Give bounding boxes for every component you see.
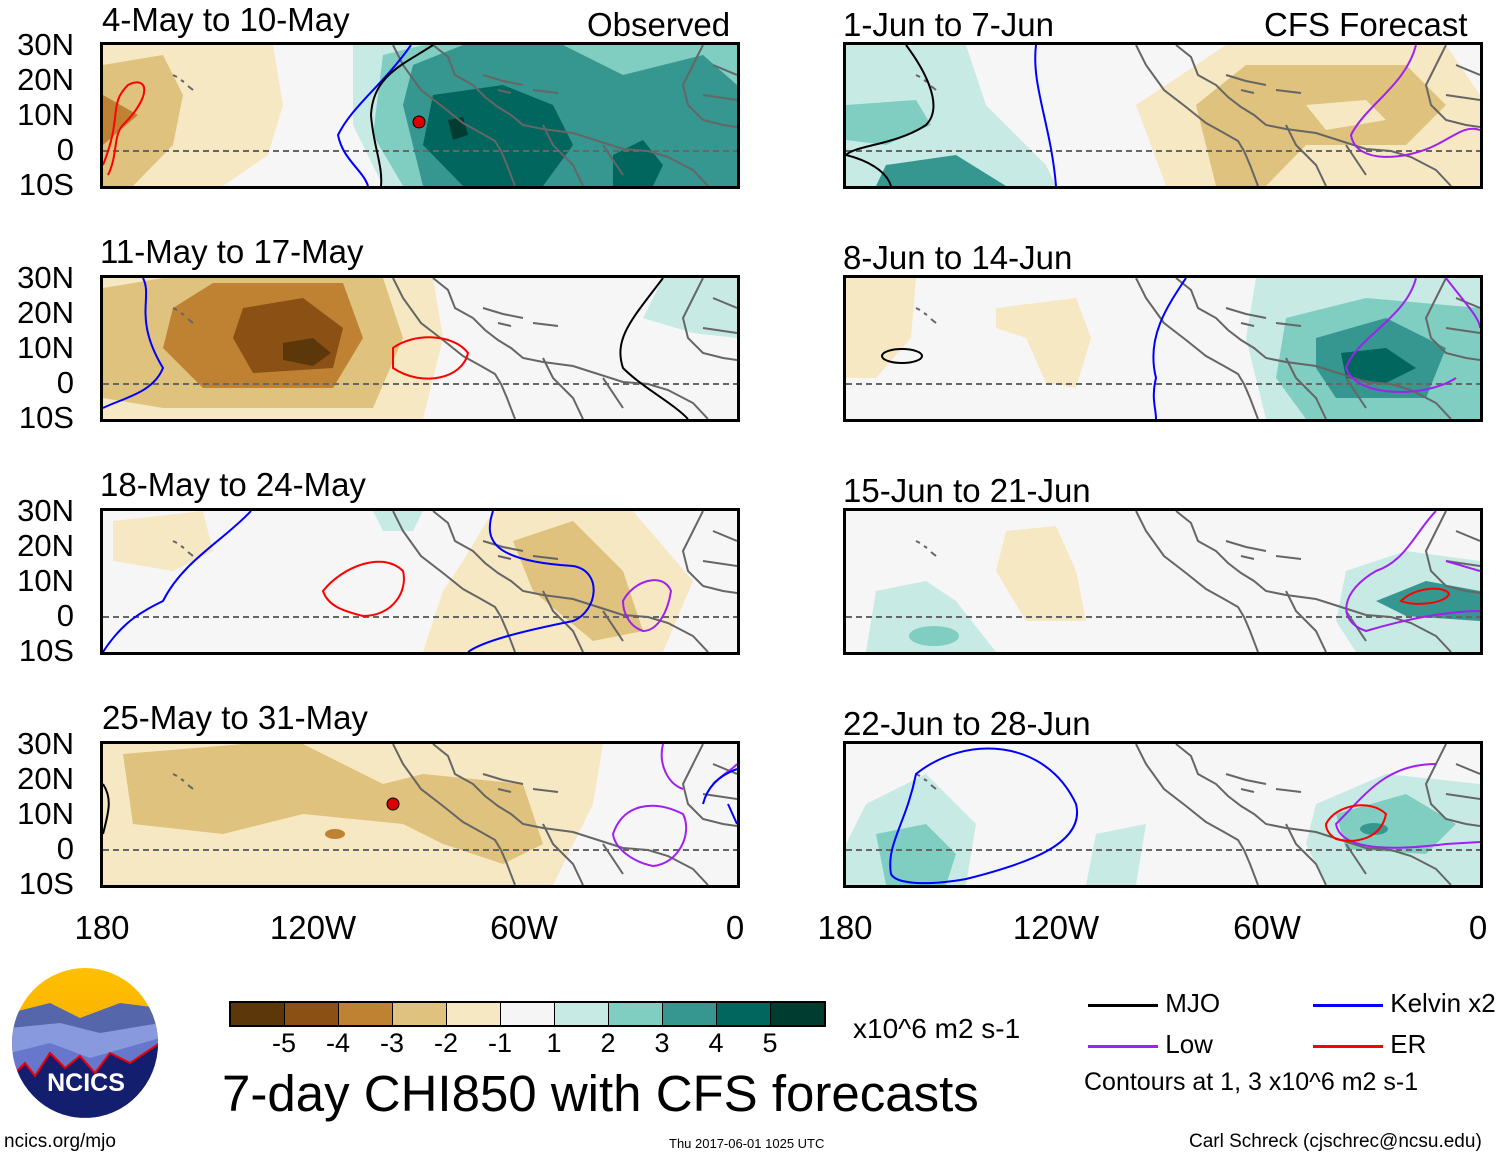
- map-panel-18may-24may: [100, 508, 740, 655]
- legend-low: Low: [1088, 1029, 1213, 1060]
- figure-title: 7-day CHI850 with CFS forecasts: [222, 1065, 979, 1122]
- colorbar-swatch: [663, 1003, 717, 1025]
- panel-title: 18-May to 24-May: [100, 466, 366, 503]
- lat-label: 10S: [18, 633, 74, 668]
- colorbar-swatch: [609, 1003, 663, 1025]
- map-panel-4may-10may: [100, 42, 740, 189]
- colorbar-tick-label: 4: [708, 1028, 724, 1058]
- lon-label: 0: [725, 909, 745, 946]
- panel-title: 22-Jun to 28-Jun: [843, 705, 1091, 742]
- colorbar-swatch: [339, 1003, 393, 1025]
- kelvin-line-swatch: [1313, 1003, 1383, 1007]
- lon-label: 120W: [269, 909, 357, 946]
- colorbar-tick-label: -4: [325, 1028, 350, 1058]
- map-panel-25may-31may: [100, 741, 740, 888]
- lat-label: 10N: [17, 563, 74, 598]
- lat-label: 10S: [18, 400, 74, 435]
- lon-label: 60W: [1233, 909, 1301, 946]
- colorbar-tick-label: 3: [654, 1028, 670, 1058]
- colorbar-tick-label: 1: [546, 1028, 562, 1058]
- panel-title: 11-May to 17-May: [100, 233, 364, 270]
- contours-note: Contours at 1, 3 x10^6 m2 s-1: [1084, 1068, 1419, 1096]
- colorbar-swatch: [285, 1003, 339, 1025]
- colorbar-swatch: [501, 1003, 555, 1025]
- lon-label: 180: [74, 909, 130, 946]
- lat-label: 30N: [17, 260, 74, 295]
- lat-label: 20N: [17, 528, 74, 563]
- lat-label: 20N: [17, 295, 74, 330]
- colorbar-units: x10^6 m2 s-1: [853, 1013, 1021, 1044]
- legend-er: ER: [1313, 1029, 1426, 1060]
- colorbar-tick-label: 5: [762, 1028, 778, 1058]
- panel-title: 25-May to 31-May: [102, 699, 368, 736]
- footer-timestamp: Thu 2017-06-01 1025 UTC: [669, 1136, 825, 1151]
- lon-label: 180: [817, 909, 873, 946]
- svg-text:NCICS: NCICS: [47, 1069, 125, 1097]
- legend-kelvin: Kelvin x2: [1313, 988, 1496, 1019]
- legend-label: MJO: [1165, 988, 1221, 1018]
- legend-mjo: MJO: [1088, 988, 1220, 1019]
- map-panel-22jun-28jun: [843, 741, 1483, 888]
- lat-label: 20N: [17, 62, 74, 97]
- storm-marker-icon: [412, 115, 426, 129]
- observed-header: Observed: [587, 6, 731, 43]
- map-panel-1jun-7jun: [843, 42, 1483, 189]
- footer-author: Carl Schreck (cjschrec@ncsu.edu): [1189, 1131, 1482, 1152]
- lon-label: 0: [1468, 909, 1488, 946]
- panel-title: 1-Jun to 7-Jun: [843, 6, 1054, 43]
- colorbar-tick-label: -1: [487, 1028, 512, 1058]
- legend-label: ER: [1390, 1029, 1427, 1059]
- colorbar: [229, 1001, 826, 1027]
- lat-label: 30N: [17, 27, 74, 62]
- legend-label: Low: [1165, 1029, 1213, 1059]
- legend-label: Kelvin x2: [1390, 988, 1496, 1018]
- lat-label: 10S: [18, 167, 74, 202]
- mjo-line-swatch: [1088, 1003, 1158, 1007]
- lat-label: 0: [56, 831, 74, 866]
- colorbar-swatch: [231, 1003, 285, 1025]
- colorbar-labels: -5 -4 -3 -2 -1 1 2 3 4 5: [257, 1028, 797, 1059]
- colorbar-swatch: [393, 1003, 447, 1025]
- lat-label: 10N: [17, 796, 74, 831]
- lat-label: 20N: [17, 761, 74, 796]
- lat-label: 10N: [17, 97, 74, 132]
- map-panel-11may-17may: [100, 275, 740, 422]
- lat-label: 10S: [18, 866, 74, 901]
- ncics-logo: NCICS: [10, 968, 160, 1118]
- panel-title: 8-Jun to 14-Jun: [843, 239, 1073, 276]
- lat-label: 0: [56, 598, 74, 633]
- lat-label: 0: [56, 132, 74, 167]
- colorbar-swatch: [555, 1003, 609, 1025]
- colorbar-tick-label: -3: [379, 1028, 404, 1058]
- colorbar-tick-label: -5: [271, 1028, 296, 1058]
- map-panel-8jun-14jun: [843, 275, 1483, 422]
- lat-label: 30N: [17, 726, 74, 761]
- colorbar-swatch: [771, 1003, 824, 1025]
- map-panel-15jun-21jun: [843, 508, 1483, 655]
- footer-url[interactable]: ncics.org/mjo: [4, 1131, 116, 1152]
- lat-label: 0: [56, 365, 74, 400]
- lat-label: 30N: [17, 493, 74, 528]
- colorbar-swatch: [717, 1003, 771, 1025]
- panel-title: 15-Jun to 21-Jun: [843, 472, 1091, 509]
- lon-label: 60W: [490, 909, 558, 946]
- low-line-swatch: [1088, 1044, 1158, 1048]
- colorbar-tick-label: -2: [433, 1028, 458, 1058]
- panel-title: 4-May to 10-May: [102, 1, 350, 38]
- lat-label: 10N: [17, 330, 74, 365]
- lon-label: 120W: [1012, 909, 1100, 946]
- storm-marker-icon: [386, 797, 400, 811]
- er-line-swatch: [1313, 1044, 1383, 1048]
- colorbar-swatch: [447, 1003, 501, 1025]
- colorbar-tick-label: 2: [600, 1028, 616, 1058]
- forecast-header: CFS Forecast: [1264, 6, 1468, 43]
